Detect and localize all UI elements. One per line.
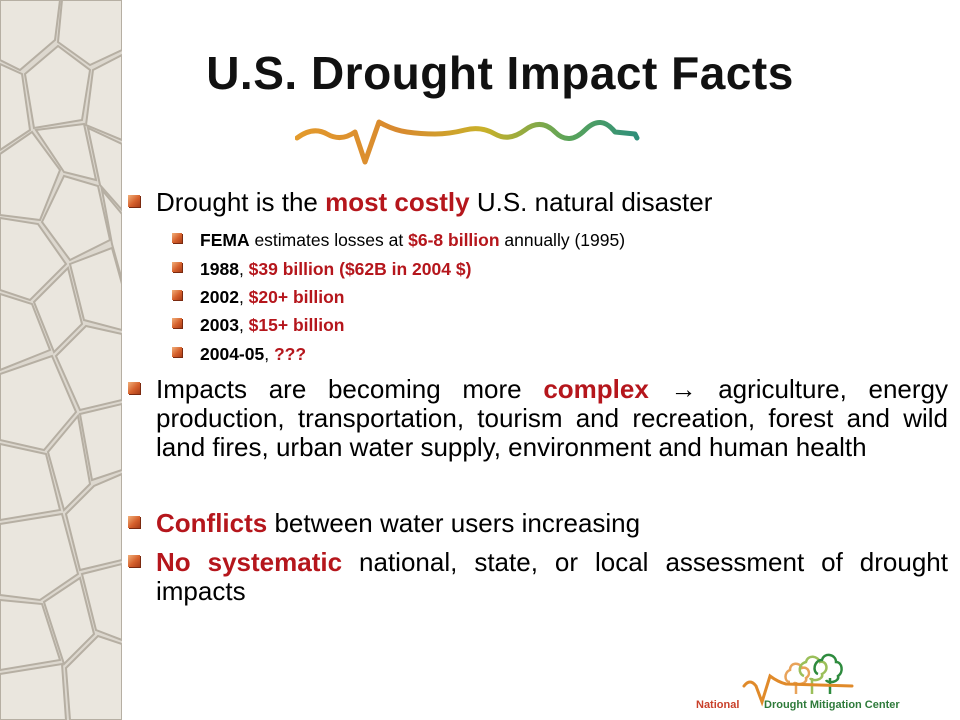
bullet-square-icon (128, 382, 140, 394)
bullet-emphasis: most costly (325, 187, 470, 217)
sub-bullet-value: $6-8 billion (408, 230, 500, 250)
sub-bullet-value: $20+ billion (248, 287, 345, 307)
bullet-square-icon (172, 233, 182, 243)
bullet-square-icon (128, 555, 140, 567)
bullet-text: U.S. natural disaster (469, 187, 713, 217)
sub-bullet-label: 2003 (200, 315, 239, 335)
sub-bullet-label: 2004-05 (200, 344, 265, 364)
bullet-square-icon (128, 195, 140, 207)
sub-bullet-text: , (238, 315, 249, 335)
bullet-emphasis: Conflicts (156, 508, 268, 538)
sub-bullet-value: $39 billion ($62B in 2004 $) (248, 259, 472, 279)
sub-bullet-text: , (264, 344, 274, 364)
bullet-text: between water users increasing (267, 508, 641, 538)
ndmc-logo: National Drought Mitigation Center (692, 642, 912, 716)
logo-word-center: Drought Mitigation Center (764, 699, 900, 711)
bullet-emphasis: No systematic (156, 547, 343, 577)
bullet-text: national, state, or local assessment of … (156, 547, 948, 606)
trees-icon: National Drought Mitigation Center (696, 653, 900, 711)
sub-bullet-text: estimates losses at (249, 230, 409, 250)
bullet-text: Drought is the (156, 187, 326, 217)
sub-bullet-text: annually (1995) (499, 230, 626, 250)
bullet-square-icon (128, 516, 140, 528)
cracked-earth-texture (0, 0, 122, 720)
sub-bullet-label: 2002 (200, 287, 239, 307)
bullet-square-icon (172, 318, 182, 328)
page-title: U.S. Drought Impact Facts (206, 47, 794, 99)
bullet-text: Impacts are becoming more (156, 374, 544, 404)
bullet-square-icon (172, 347, 182, 357)
bullet-square-icon (172, 290, 182, 300)
sub-bullet-text: , (238, 287, 249, 307)
arrow-right-icon: → (648, 374, 719, 404)
bullet-square-icon (172, 262, 182, 272)
sub-bullet-value: $15+ billion (248, 315, 345, 335)
sub-bullet-value: ??? (273, 344, 307, 364)
sub-bullet-text: , (238, 259, 249, 279)
sub-bullet-label: 1988 (200, 259, 239, 279)
bullet-text: agriculture, energy production, transpor… (156, 374, 949, 462)
logo-word-national: National (696, 699, 739, 711)
sub-bullet-label: FEMA (200, 230, 250, 250)
drought-squiggle-icon (295, 119, 640, 165)
bullet-emphasis: complex (543, 374, 649, 404)
